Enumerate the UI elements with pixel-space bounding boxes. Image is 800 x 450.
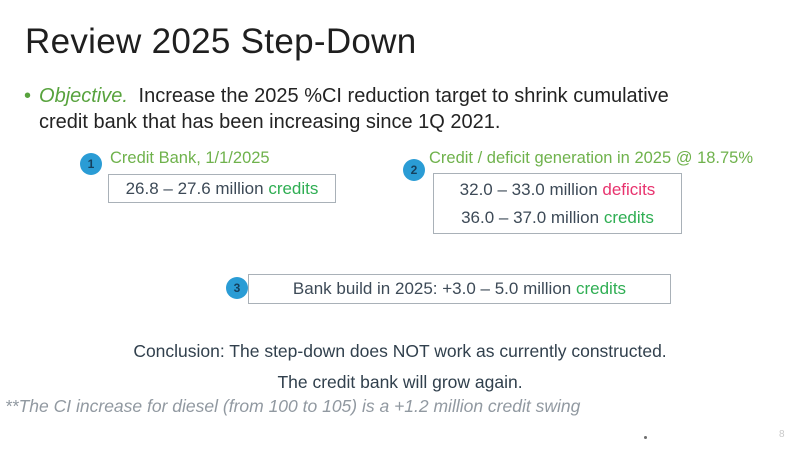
objective-lead: Objective.	[39, 85, 128, 107]
page-title: Review 2025 Step-Down	[25, 22, 417, 61]
slide-page-number: 8	[779, 429, 785, 440]
step-2-heading: Credit / deficit generation in 2025 @ 18…	[429, 149, 754, 167]
dot-artifact	[644, 436, 647, 439]
bullet-icon: •	[24, 85, 32, 107]
step-1-value-box: 26.8 – 27.6 million credits	[108, 174, 336, 203]
step-1-heading: Credit Bank, 1/1/2025	[110, 149, 270, 167]
step-1-unit-credits: credits	[268, 178, 319, 198]
footnote: **The CI increase for diesel (from 100 t…	[5, 396, 581, 416]
step-1-range: 26.8 – 27.6 million	[125, 178, 264, 198]
step-2-value-box: 32.0 – 33.0 million deficits 36.0 – 37.0…	[433, 173, 682, 234]
step-3-unit-credits: credits	[575, 279, 627, 298]
step-2-line-credits: 36.0 – 37.0 million credits	[461, 204, 654, 232]
objective-text: Objective. Increase the 2025 %CI reducti…	[39, 83, 669, 136]
objective-line-2: credit bank that has been increasing sin…	[39, 111, 501, 134]
step-3-range: Bank build in 2025: +3.0 – 5.0 million	[292, 279, 572, 298]
step-2-number: 2	[410, 163, 418, 177]
step-1-line: 26.8 – 27.6 million credits	[126, 175, 319, 203]
step-3-number: 3	[233, 281, 241, 295]
step-1-number: 1	[87, 157, 95, 171]
step-3-value-box: Bank build in 2025: +3.0 – 5.0 million c…	[248, 274, 671, 304]
step-2-line-deficits: 32.0 – 33.0 million deficits	[460, 176, 656, 204]
step-1-badge: 1	[80, 153, 102, 175]
step-2-badge: 2	[403, 159, 425, 181]
step-2-range-deficits: 32.0 – 33.0 million	[459, 179, 598, 199]
objective-bullet: • Objective. Increase the 2025 %CI reduc…	[24, 83, 779, 136]
conclusion-line-2: The credit bank will grow again.	[277, 372, 523, 392]
step-2-range-credits: 36.0 – 37.0 million	[461, 207, 600, 227]
step-2-unit-deficits: deficits	[602, 179, 656, 199]
step-3-badge: 3	[226, 277, 248, 299]
conclusion-line-1: Conclusion: The step-down does NOT work …	[133, 341, 667, 361]
objective-line-1: Increase the 2025 %CI reduction target t…	[138, 85, 669, 107]
step-3-line: Bank build in 2025: +3.0 – 5.0 million c…	[293, 275, 626, 303]
step-2-unit-credits: credits	[603, 207, 654, 227]
